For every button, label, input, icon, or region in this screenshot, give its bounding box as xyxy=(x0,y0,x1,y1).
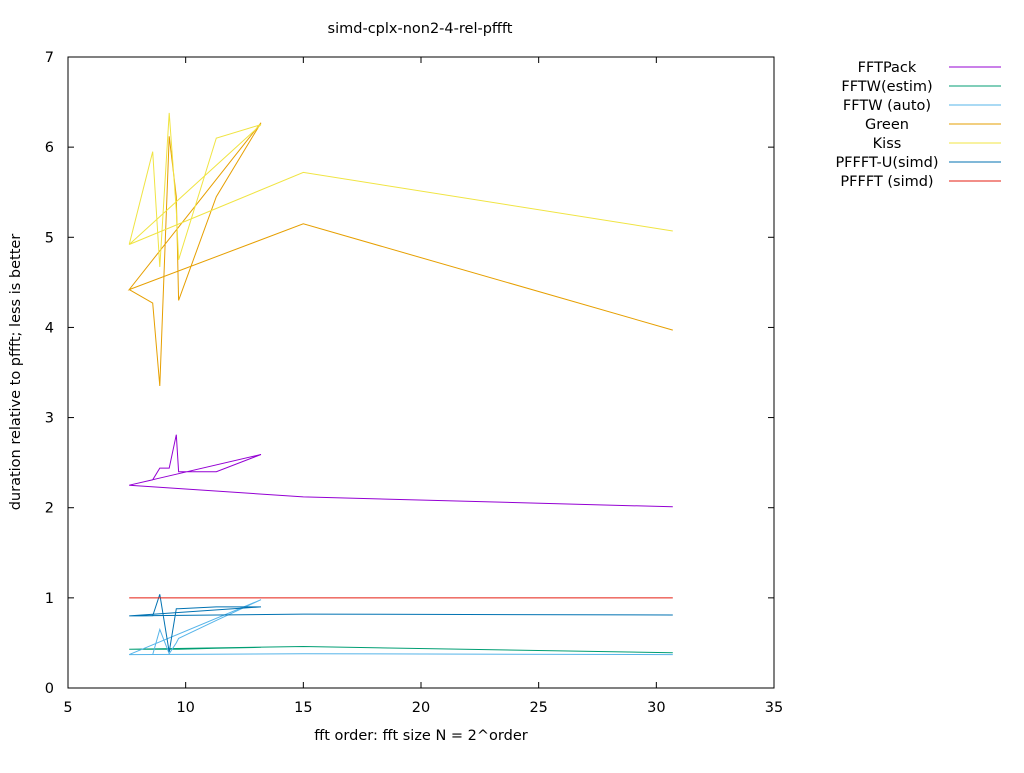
y-tick-label: 1 xyxy=(45,591,54,607)
legend-label: FFTW(estim) xyxy=(841,79,932,95)
y-tick-label: 4 xyxy=(45,320,54,336)
x-tick-label: 30 xyxy=(647,700,665,716)
series-line-kiss xyxy=(128,112,673,268)
x-axis: 5 10 15 20 25 30 35 xyxy=(63,57,783,716)
x-tick-label: 15 xyxy=(294,700,312,716)
y-tick-label: 3 xyxy=(45,411,54,427)
y-tick-label: 2 xyxy=(45,501,54,517)
chart-title: simd-cplx-non2-4-rel-pffft xyxy=(328,21,513,37)
x-tick-label: 10 xyxy=(176,700,194,716)
legend-label: FFTPack xyxy=(858,60,917,76)
y-tick-label: 0 xyxy=(45,681,54,697)
series-layer xyxy=(127,112,673,656)
series-line-pffft-u-simd xyxy=(129,594,673,652)
x-tick-label: 35 xyxy=(765,700,783,716)
x-tick-label: 5 xyxy=(63,700,72,716)
y-axis: 0 1 2 3 4 5 6 7 xyxy=(45,50,774,697)
y-tick-label: 6 xyxy=(45,140,54,156)
y-tick-label: 5 xyxy=(45,230,54,246)
series-line-green xyxy=(127,122,673,387)
series-line-fftw-estim xyxy=(129,645,673,654)
x-axis-label: fft order: fft size N = 2^order xyxy=(314,728,527,744)
plot-frame xyxy=(67,56,775,689)
series-line-fftpack xyxy=(129,434,673,508)
y-tick-label: 7 xyxy=(45,50,54,66)
series-line-fftw-auto xyxy=(129,599,673,656)
legend-label: PFFFT (simd) xyxy=(840,174,933,190)
y-axis-label: duration relative to pffft; less is bett… xyxy=(8,234,24,511)
legend: FFTPack FFTW(estim) FFTW (auto) Green Kiss PF… xyxy=(835,60,1001,190)
legend-label: Green xyxy=(865,117,909,133)
x-tick-label: 20 xyxy=(412,700,430,716)
legend-label: FFTW (auto) xyxy=(843,98,931,114)
legend-label: PFFFT-U(simd) xyxy=(835,155,938,171)
x-tick-label: 25 xyxy=(529,700,547,716)
legend-label: Kiss xyxy=(873,136,902,152)
